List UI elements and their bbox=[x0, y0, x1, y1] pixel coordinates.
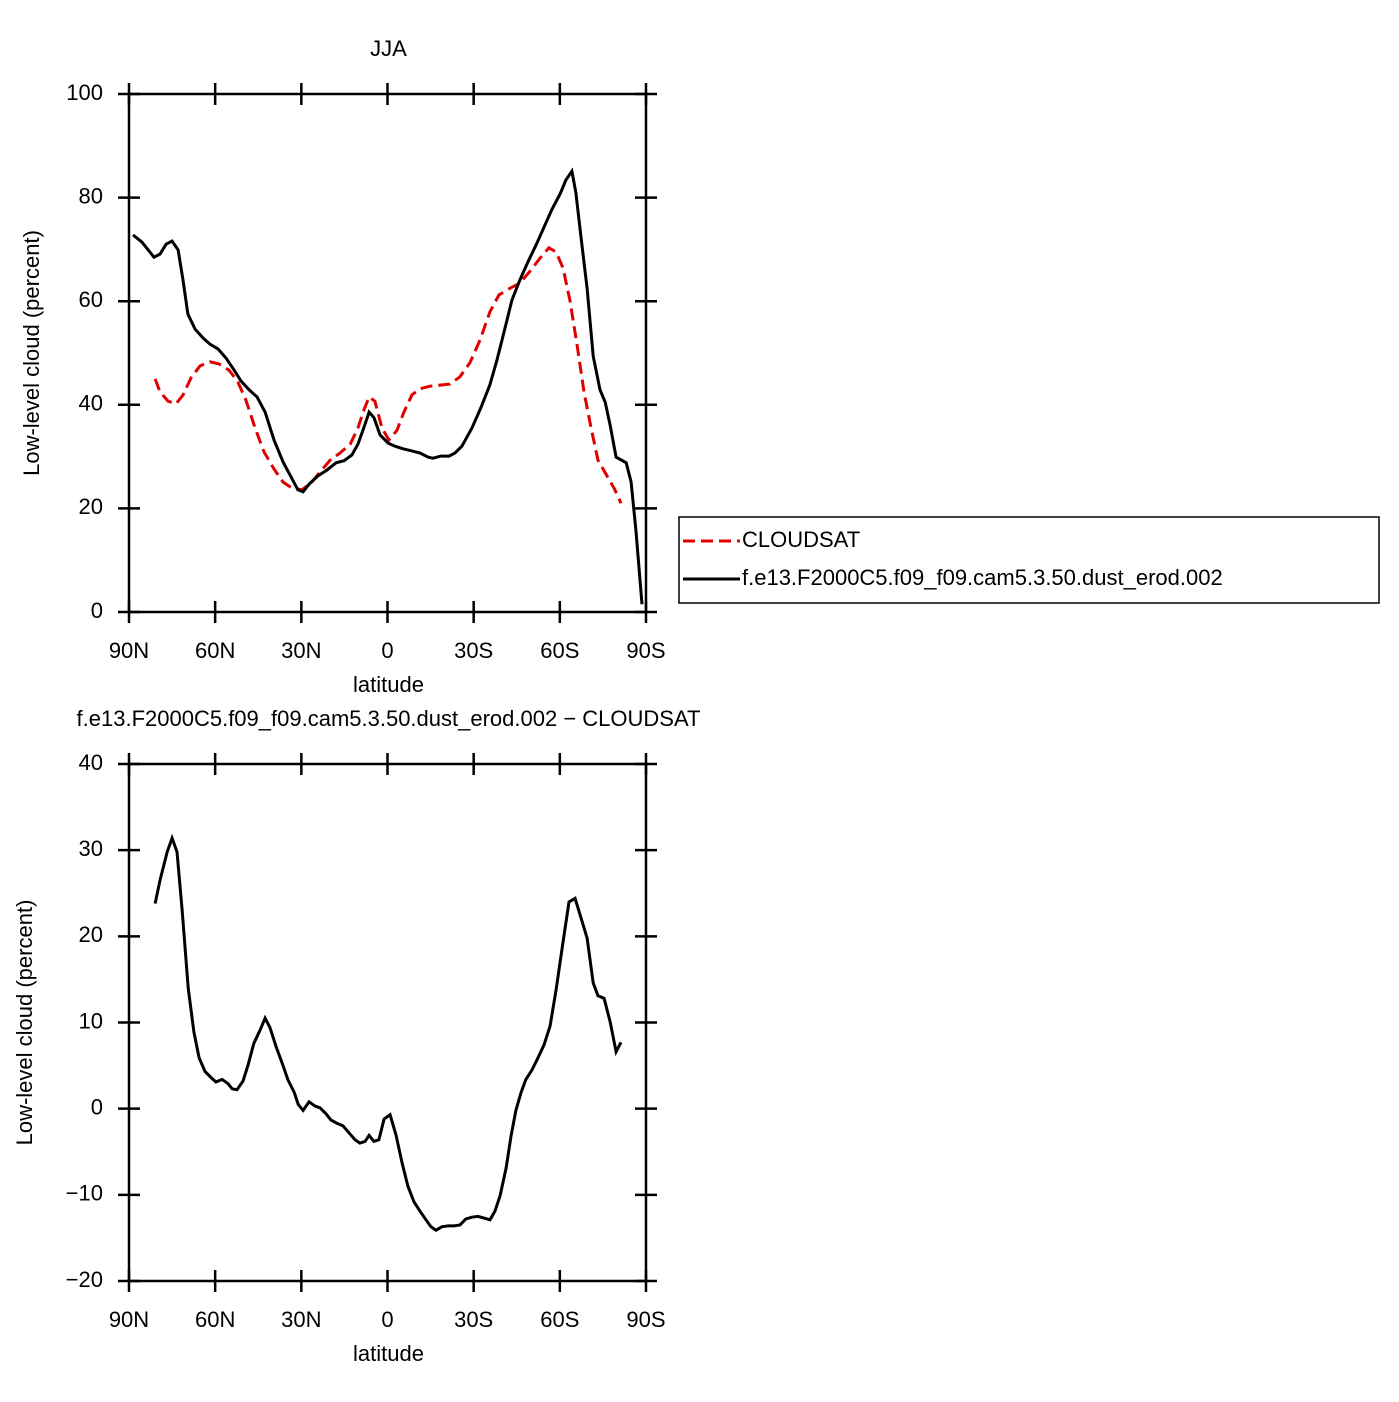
x-tick-label: 30N bbox=[281, 638, 321, 663]
chart-title: JJA bbox=[370, 36, 407, 61]
y-axis-label: Low-level cloud (percent) bbox=[19, 230, 44, 476]
y-tick-label: 60 bbox=[79, 287, 103, 312]
x-tick-label: 30S bbox=[454, 1307, 493, 1332]
plot-frame bbox=[127, 762, 648, 1283]
y-axis-label: Low-level cloud (percent) bbox=[12, 900, 37, 1146]
y-tick-label: 30 bbox=[79, 836, 103, 861]
x-tick-label: 90S bbox=[626, 638, 665, 663]
x-axis-label: latitude bbox=[353, 1341, 424, 1366]
chart-title: f.e13.F2000C5.f09_f09.cam5.3.50.dust_ero… bbox=[77, 706, 701, 731]
y-tick-label: 10 bbox=[79, 1008, 103, 1033]
plot-frame bbox=[127, 92, 648, 614]
y-tick-label: −10 bbox=[66, 1181, 103, 1206]
x-tick-label: 30N bbox=[281, 1307, 321, 1332]
x-tick-label: 30S bbox=[454, 638, 493, 663]
x-tick-label: 90N bbox=[109, 1307, 149, 1332]
y-tick-label: 80 bbox=[79, 183, 103, 208]
x-tick-label: 0 bbox=[381, 638, 393, 663]
data-line bbox=[132, 167, 644, 605]
legend-label: CLOUDSAT bbox=[742, 527, 860, 552]
y-tick-label: 20 bbox=[79, 494, 103, 519]
data-line bbox=[153, 245, 623, 504]
x-tick-label: 60N bbox=[195, 1307, 235, 1332]
x-tick-label: 60S bbox=[540, 638, 579, 663]
x-tick-label: 90N bbox=[109, 638, 149, 663]
y-tick-label: 0 bbox=[91, 598, 103, 623]
x-tick-label: 90S bbox=[626, 1307, 665, 1332]
data-line bbox=[153, 833, 623, 1232]
x-axis-label: latitude bbox=[353, 672, 424, 697]
legend-box bbox=[678, 516, 1380, 604]
legend-label: f.e13.F2000C5.f09_f09.cam5.3.50.dust_ero… bbox=[742, 565, 1223, 590]
y-tick-label: −20 bbox=[66, 1267, 103, 1292]
y-tick-label: 40 bbox=[79, 391, 103, 416]
x-tick-label: 60S bbox=[540, 1307, 579, 1332]
x-tick-label: 0 bbox=[381, 1307, 393, 1332]
x-tick-label: 60N bbox=[195, 638, 235, 663]
y-tick-label: 20 bbox=[79, 922, 103, 947]
y-tick-label: 0 bbox=[91, 1094, 103, 1119]
y-tick-label: 100 bbox=[66, 80, 103, 105]
y-tick-label: 40 bbox=[79, 750, 103, 775]
